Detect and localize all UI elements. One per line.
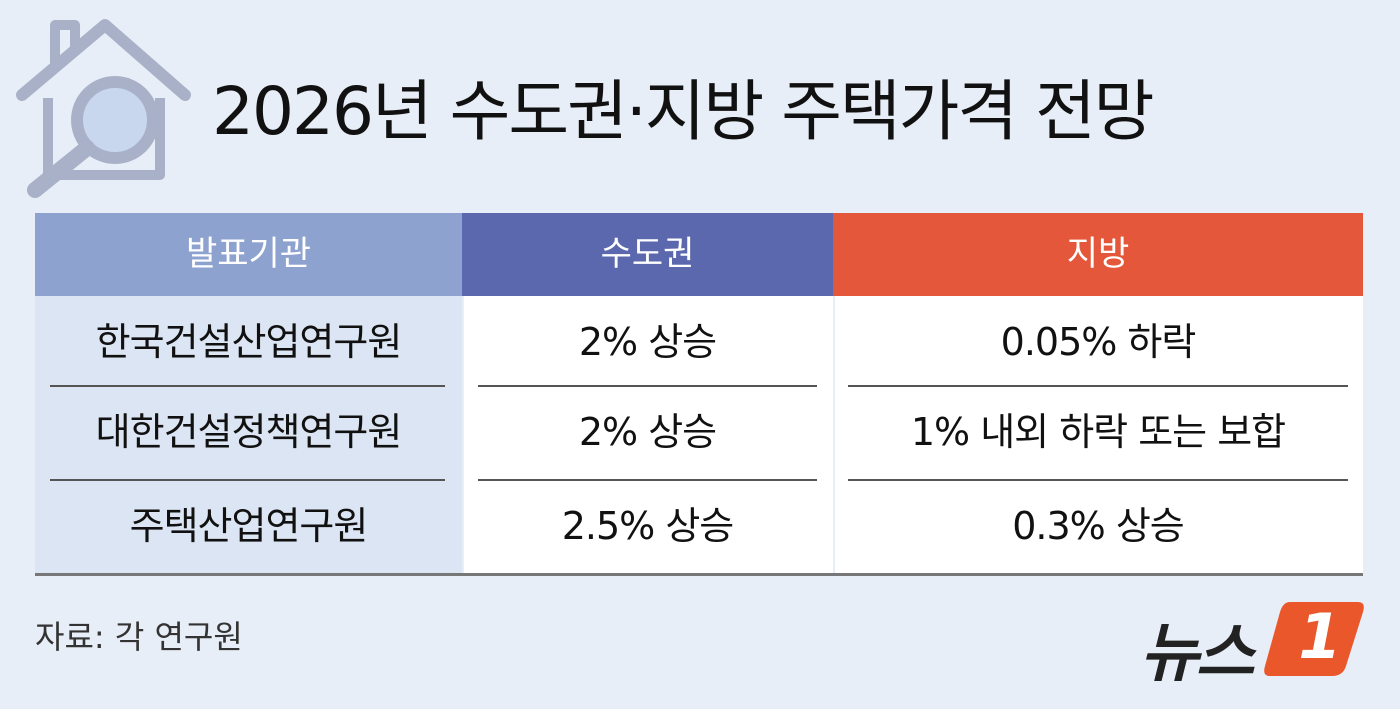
table-cell: 2.5% 상승	[561, 504, 735, 548]
logo-number: 1	[1298, 600, 1342, 673]
title: 2026년 수도권·지방 주택가격 전망	[212, 73, 1155, 150]
column-divider	[833, 296, 835, 575]
row-separator	[848, 479, 1348, 481]
column-header: 지방	[833, 213, 1363, 296]
row-separator	[848, 385, 1348, 387]
row-separator	[478, 479, 817, 481]
row-separator	[478, 385, 817, 387]
column-header: 수도권	[462, 213, 833, 296]
table-cell: 한국건설산업연구원	[95, 320, 403, 364]
column-divider	[462, 296, 464, 575]
table-cell: 0.05% 하락	[1000, 320, 1197, 364]
table-cell: 대한건설정책연구원	[95, 410, 403, 454]
row-separator	[50, 385, 445, 387]
table-bottom-border	[35, 573, 1363, 576]
row-header-column	[35, 296, 462, 575]
logo-text: 뉴스	[1140, 617, 1255, 691]
source: 자료: 각 연구원	[35, 618, 243, 656]
row-separator	[50, 479, 445, 481]
table-cell: 0.3% 상승	[1012, 504, 1185, 548]
data-area	[462, 296, 1363, 575]
table-cell: 주택산업연구원	[129, 504, 369, 548]
house-search-icon	[16, 19, 191, 198]
table-cell: 2% 상승	[578, 320, 717, 364]
logo-shape	[1264, 602, 1364, 676]
table-cell: 1% 내외 하락 또는 보합	[910, 410, 1286, 454]
column-header: 발표기관	[35, 213, 462, 296]
table-cell: 2% 상승	[578, 410, 717, 454]
